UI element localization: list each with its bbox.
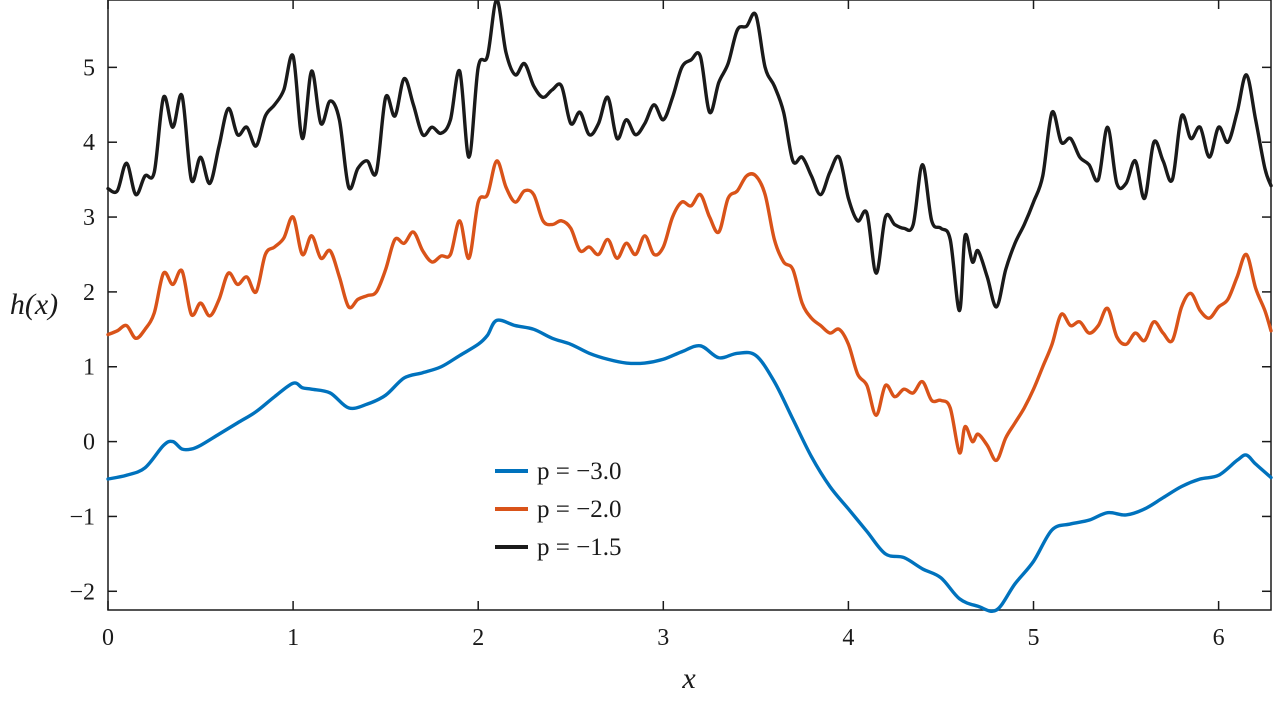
y-tick-label: 0 bbox=[83, 430, 95, 456]
series-line-1 bbox=[106, 159, 1273, 463]
legend-label-1: p = −2.0 bbox=[537, 496, 621, 523]
plot-frame bbox=[107, 0, 1272, 611]
y-tick-label: −2 bbox=[69, 579, 95, 605]
y-tick-label: 1 bbox=[83, 355, 95, 381]
x-tick-label: 2 bbox=[472, 625, 484, 651]
legend: p = −3.0 p = −2.0 p = −1.5 bbox=[495, 458, 621, 561]
x-tick-label: 6 bbox=[1213, 625, 1225, 651]
y-tick-label: 2 bbox=[83, 280, 95, 306]
y-axis-label: h(x) bbox=[10, 288, 58, 321]
x-tick-label: 1 bbox=[287, 625, 299, 651]
x-tick-label: 3 bbox=[657, 625, 669, 651]
series-line-0 bbox=[106, 318, 1273, 613]
legend-label-2: p = −1.5 bbox=[537, 534, 621, 561]
y-tick-label: −1 bbox=[69, 504, 95, 530]
x-axis-label: x bbox=[681, 662, 696, 695]
series-layer bbox=[106, 0, 1273, 613]
y-tick-label: 3 bbox=[83, 205, 95, 231]
x-tick-label: 4 bbox=[842, 625, 854, 651]
series-line-2 bbox=[106, 0, 1273, 313]
y-tick-label: 4 bbox=[83, 130, 95, 156]
y-tick-label: 5 bbox=[83, 55, 95, 81]
ticks-layer: 0 1 2 3 4 5 6 −2 −1 0 1 2 3 4 5 bbox=[69, 0, 1271, 651]
x-tick-label: 0 bbox=[102, 625, 114, 651]
x-tick-label: 5 bbox=[1028, 625, 1040, 651]
legend-label-0: p = −3.0 bbox=[537, 458, 621, 485]
